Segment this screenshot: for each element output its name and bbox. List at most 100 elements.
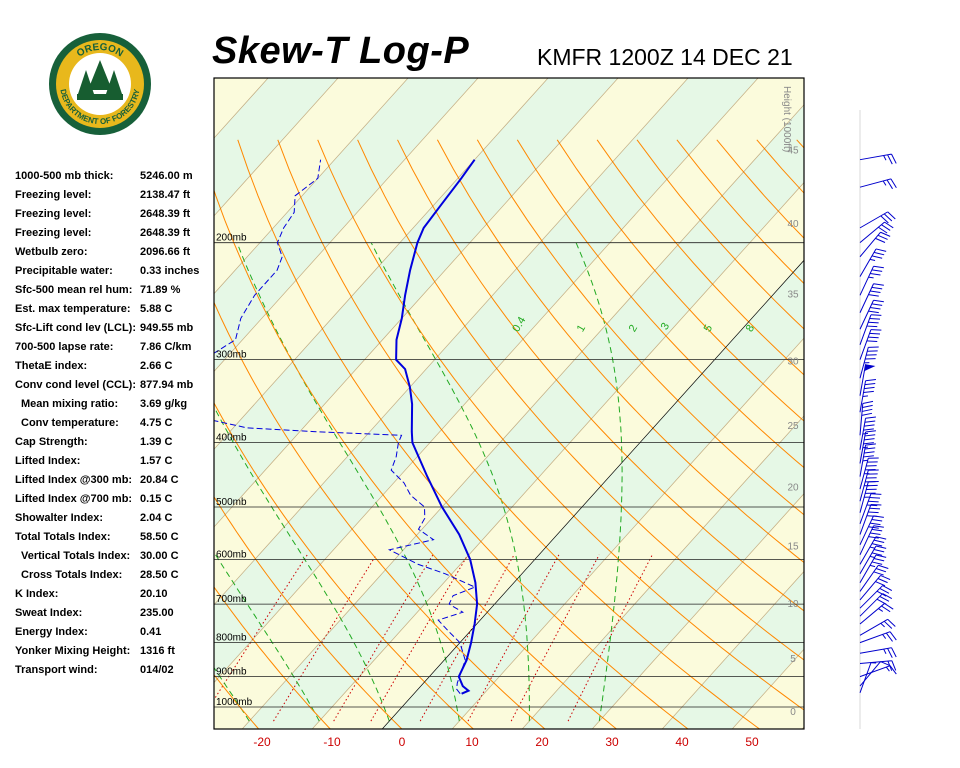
index-label: Sfc-500 mean rel hum: xyxy=(15,284,133,296)
mixing-ratio-line xyxy=(214,554,308,701)
wind-barb xyxy=(859,364,876,396)
wind-barb-half-flag xyxy=(862,459,869,462)
dry-adiabat xyxy=(214,586,331,729)
wind-barb-flag xyxy=(873,571,884,576)
wind-barb-flag xyxy=(870,314,882,316)
wind-barb-flag xyxy=(891,647,897,658)
moist-adiabat xyxy=(370,242,530,722)
wind-barb-half-flag xyxy=(869,258,876,262)
wind-barb-staff xyxy=(859,545,877,574)
isotherm-band xyxy=(0,73,203,734)
wind-barb-flag xyxy=(864,424,875,427)
x-tick-label: -20 xyxy=(253,735,271,749)
wind-barb-staff xyxy=(859,314,872,346)
wind-barb-half-flag xyxy=(869,546,876,549)
wind-barb-flag xyxy=(887,648,893,658)
wind-barb-flag xyxy=(876,598,887,605)
isotherm-line xyxy=(451,337,804,729)
index-label: ThetaE index: xyxy=(15,360,88,372)
pressure-label: 900mb xyxy=(216,667,247,678)
wind-barb-half-flag xyxy=(885,666,890,672)
index-row: ThetaE index: 2.66 C xyxy=(15,358,215,377)
index-row: Freezing level: 2648.39 ft xyxy=(15,225,215,244)
wind-barb-flag xyxy=(877,578,888,584)
mixing-ratio-line xyxy=(333,554,434,722)
index-label: Energy Index: xyxy=(15,626,88,638)
index-value: 877.94 mb xyxy=(140,379,194,391)
wind-barb-staff xyxy=(859,603,885,625)
chart-title: Skew-T Log-P xyxy=(212,30,470,72)
index-value: 1.57 C xyxy=(140,455,173,467)
index-row: Sfc-Lift cond lev (LCL): 949.55 mb xyxy=(15,320,215,339)
index-value: 20.10 xyxy=(140,588,168,600)
wind-barb-flag xyxy=(868,511,879,514)
height-tick-label: 15 xyxy=(787,542,799,553)
wind-barb-flag xyxy=(887,211,896,220)
logo-top-text: OREGON xyxy=(75,42,125,60)
height-tick-label: 10 xyxy=(787,599,799,610)
wind-barb-flag xyxy=(891,660,897,671)
dry-adiabat xyxy=(956,140,960,735)
wind-barb-flag xyxy=(884,221,894,229)
wind-barb-staff xyxy=(859,525,874,555)
wind-barb-flag xyxy=(881,605,891,613)
wind-barb xyxy=(859,631,897,644)
dry-adiabat xyxy=(796,139,804,149)
wind-barb-flag xyxy=(870,532,881,536)
index-row: Transport wind: 014/02 xyxy=(15,662,215,681)
wind-barb-half-flag xyxy=(862,432,869,435)
x-tick-label: -10 xyxy=(323,735,341,749)
index-value: 2648.39 ft xyxy=(140,208,191,220)
isotherm-line xyxy=(0,73,203,734)
isotherm-band xyxy=(0,73,63,734)
wind-barb-half-flag xyxy=(862,446,869,449)
wind-barb-flag xyxy=(871,303,883,306)
wind-barb-flag xyxy=(887,660,893,671)
isotherm-line xyxy=(241,104,804,729)
index-row: 700-500 lapse rate: 7.86 C/km xyxy=(15,339,215,358)
x-tick-label: 20 xyxy=(535,735,549,749)
wind-barb-flag xyxy=(868,321,879,324)
wind-barb xyxy=(859,265,884,296)
index-value: 014/02 xyxy=(140,664,174,676)
pressure-label: 600mb xyxy=(216,550,247,561)
isotherm-line xyxy=(214,78,409,295)
wind-barb-staff xyxy=(859,221,885,244)
wind-barb-flag xyxy=(887,618,896,627)
wind-barb-staff xyxy=(859,661,881,687)
wind-barb-flag xyxy=(870,290,881,294)
wind-barb-staff xyxy=(859,585,883,609)
isotherm-line xyxy=(801,726,804,729)
wind-barb-flag xyxy=(871,543,883,547)
wind-barb-flag xyxy=(883,213,893,222)
height-tick-label: 40 xyxy=(787,219,799,230)
wind-barb xyxy=(859,618,896,636)
wind-barb-flag xyxy=(861,412,873,416)
index-value: 2096.66 ft xyxy=(140,246,191,258)
isotherm-line xyxy=(214,78,689,606)
moist-adiabats xyxy=(214,242,623,722)
wind-barb-flag xyxy=(862,404,873,408)
wind-barb-flag xyxy=(864,420,876,423)
x-tick-label: 50 xyxy=(745,735,759,749)
wind-barb-staff xyxy=(859,575,881,601)
wind-barb xyxy=(859,593,893,617)
isotherm-band xyxy=(0,73,133,734)
wind-barb-flag xyxy=(873,539,885,544)
index-row: Freezing level: 2648.39 ft xyxy=(15,206,215,225)
wind-barb xyxy=(859,283,884,313)
index-label: Wetbulb zero: xyxy=(15,246,88,258)
wind-barb xyxy=(859,662,877,693)
wind-barb-flag xyxy=(866,325,878,328)
index-label: Conv cond level (CCL): xyxy=(15,379,137,391)
wind-barb-staff xyxy=(859,515,874,546)
wind-barb-flag xyxy=(880,215,889,224)
wind-barb-flag xyxy=(868,294,879,297)
wind-barb xyxy=(859,503,882,535)
wind-barb xyxy=(859,536,887,565)
wind-barb-staff xyxy=(859,593,883,617)
index-value: 7.86 C/km xyxy=(140,341,192,353)
wind-barb xyxy=(859,585,893,609)
index-label: K Index: xyxy=(15,588,59,600)
pressure-label: 300mb xyxy=(216,350,247,361)
